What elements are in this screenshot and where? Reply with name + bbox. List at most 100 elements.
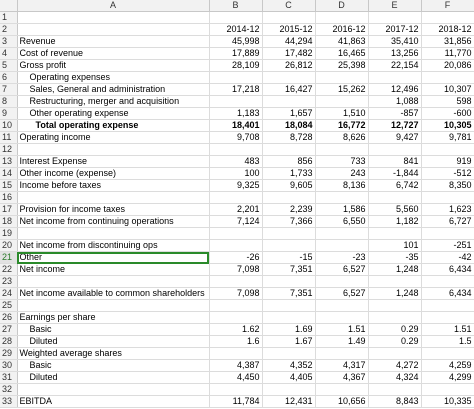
value-cell[interactable]: 31,856 (421, 35, 474, 48)
value-cell[interactable] (262, 347, 316, 360)
value-cell[interactable]: 2014-12 (209, 23, 263, 36)
value-cell[interactable] (421, 191, 474, 204)
value-cell[interactable] (315, 311, 369, 324)
value-cell[interactable] (262, 191, 316, 204)
value-cell[interactable]: 12,431 (262, 395, 316, 408)
row-header[interactable]: 11 (0, 131, 18, 144)
value-cell[interactable] (262, 275, 316, 288)
row-header[interactable]: 7 (0, 83, 18, 96)
value-cell[interactable] (315, 347, 369, 360)
row-label-cell[interactable]: Total operating expense (17, 119, 210, 132)
row-label-cell[interactable] (17, 11, 210, 24)
value-cell[interactable] (209, 227, 263, 240)
value-cell[interactable]: 6,742 (368, 179, 422, 192)
row-header[interactable]: 30 (0, 359, 18, 372)
value-cell[interactable]: 4,272 (368, 359, 422, 372)
row-label-cell[interactable]: Net income (17, 263, 210, 276)
row-label-cell[interactable]: Operating expenses (17, 71, 210, 84)
value-cell[interactable] (262, 383, 316, 396)
value-cell[interactable]: 11,770 (421, 47, 474, 60)
value-cell[interactable] (209, 95, 263, 108)
value-cell[interactable]: 9,781 (421, 131, 474, 144)
value-cell[interactable] (262, 239, 316, 252)
value-cell[interactable] (368, 227, 422, 240)
row-label-cell[interactable]: Operating income (17, 131, 210, 144)
value-cell[interactable] (262, 311, 316, 324)
value-cell[interactable]: 1.67 (262, 335, 316, 348)
row-label-cell[interactable]: Earnings per share (17, 311, 210, 324)
row-header[interactable]: 16 (0, 191, 18, 204)
value-cell[interactable]: 2018-12 (421, 23, 474, 36)
value-cell[interactable]: 13,256 (368, 47, 422, 60)
value-cell[interactable]: 1,623 (421, 203, 474, 216)
row-label-cell[interactable]: Diluted (17, 371, 210, 384)
value-cell[interactable]: -23 (315, 251, 369, 264)
column-header-c[interactable]: C (262, 0, 316, 12)
value-cell[interactable] (262, 95, 316, 108)
value-cell[interactable]: -857 (368, 107, 422, 120)
row-label-cell[interactable]: Cost of revenue (17, 47, 210, 60)
value-cell[interactable]: 6,527 (315, 287, 369, 300)
row-header[interactable]: 27 (0, 323, 18, 336)
column-header-a[interactable]: A (17, 0, 210, 12)
value-cell[interactable]: 4,259 (421, 359, 474, 372)
value-cell[interactable]: 12,727 (368, 119, 422, 132)
value-cell[interactable]: 733 (315, 155, 369, 168)
value-cell[interactable]: -512 (421, 167, 474, 180)
row-header[interactable]: 23 (0, 275, 18, 288)
value-cell[interactable] (209, 239, 263, 252)
value-cell[interactable]: -1,844 (368, 167, 422, 180)
value-cell[interactable]: 0.29 (368, 323, 422, 336)
value-cell[interactable]: 1.6 (209, 335, 263, 348)
row-header[interactable]: 17 (0, 203, 18, 216)
value-cell[interactable]: 9,325 (209, 179, 263, 192)
value-cell[interactable] (262, 143, 316, 156)
value-cell[interactable]: 483 (209, 155, 263, 168)
value-cell[interactable]: 8,843 (368, 395, 422, 408)
value-cell[interactable]: -35 (368, 251, 422, 264)
value-cell[interactable] (315, 275, 369, 288)
value-cell[interactable]: 1.62 (209, 323, 263, 336)
value-cell[interactable] (368, 71, 422, 84)
row-header[interactable]: 1 (0, 11, 18, 24)
value-cell[interactable]: 4,352 (262, 359, 316, 372)
value-cell[interactable]: 1,510 (315, 107, 369, 120)
value-cell[interactable]: 41,863 (315, 35, 369, 48)
row-label-cell[interactable]: Basic (17, 359, 210, 372)
value-cell[interactable]: 7,351 (262, 263, 316, 276)
value-cell[interactable]: 6,550 (315, 215, 369, 228)
value-cell[interactable]: 11,784 (209, 395, 263, 408)
value-cell[interactable]: 1.51 (421, 323, 474, 336)
value-cell[interactable]: 17,482 (262, 47, 316, 60)
row-header[interactable]: 29 (0, 347, 18, 360)
value-cell[interactable] (209, 311, 263, 324)
value-cell[interactable]: -42 (421, 251, 474, 264)
value-cell[interactable]: 18,401 (209, 119, 263, 132)
select-all-corner[interactable] (0, 0, 18, 12)
row-header[interactable]: 9 (0, 107, 18, 120)
row-label-cell[interactable]: Basic (17, 323, 210, 336)
value-cell[interactable]: 4,317 (315, 359, 369, 372)
row-label-cell[interactable]: Net income from continuing operations (17, 215, 210, 228)
value-cell[interactable] (368, 143, 422, 156)
value-cell[interactable] (368, 299, 422, 312)
row-header[interactable]: 19 (0, 227, 18, 240)
value-cell[interactable]: 1.51 (315, 323, 369, 336)
row-header[interactable]: 10 (0, 119, 18, 132)
value-cell[interactable]: 17,889 (209, 47, 263, 60)
column-header-e[interactable]: E (368, 0, 422, 12)
value-cell[interactable]: 7,098 (209, 287, 263, 300)
row-header[interactable]: 28 (0, 335, 18, 348)
row-header[interactable]: 32 (0, 383, 18, 396)
column-header-d[interactable]: D (315, 0, 369, 12)
row-header[interactable]: 21 (0, 251, 18, 264)
value-cell[interactable]: 1.69 (262, 323, 316, 336)
row-header[interactable]: 12 (0, 143, 18, 156)
value-cell[interactable]: 919 (421, 155, 474, 168)
value-cell[interactable]: 1.5 (421, 335, 474, 348)
value-cell[interactable] (262, 227, 316, 240)
value-cell[interactable] (421, 383, 474, 396)
value-cell[interactable] (209, 71, 263, 84)
value-cell[interactable] (368, 383, 422, 396)
value-cell[interactable] (315, 383, 369, 396)
